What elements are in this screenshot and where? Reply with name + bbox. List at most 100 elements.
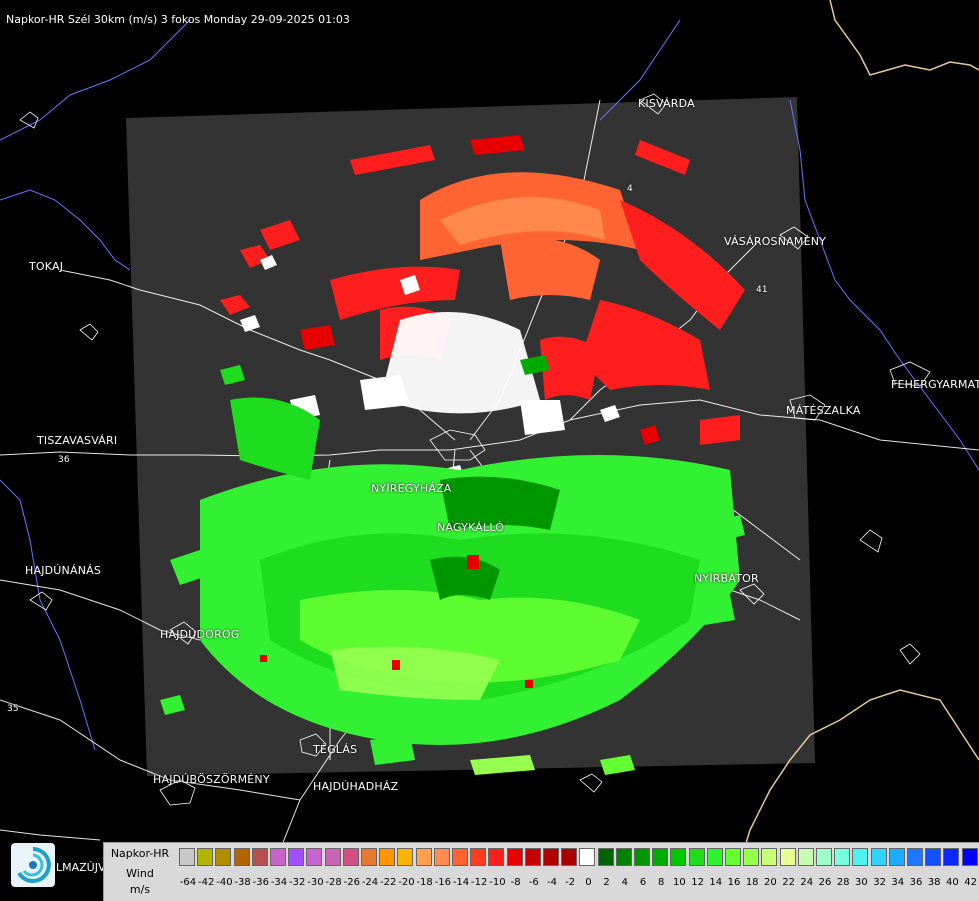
legend-swatch [342, 848, 359, 866]
legend-swatch [561, 848, 578, 866]
legend-swatch [215, 848, 232, 866]
map-title: Napkor-HR Szél 30km (m/s) 3 fokos Monday… [6, 13, 350, 26]
legend-tick-label: -8 [510, 877, 521, 888]
legend-tick-label: -38 [234, 877, 251, 888]
legend-tick-label: 14 [709, 877, 723, 888]
legend-swatch [688, 848, 705, 866]
city-label-nyiregyhaza: NYÍREGYHÁZA [371, 482, 452, 495]
legend-tick-label: 34 [891, 877, 905, 888]
rivers [0, 19, 979, 751]
legend-tick-label: -42 [198, 877, 215, 888]
legend-swatch [852, 848, 869, 866]
city-label-hajdunanas: HAJDÚNÁNÁS [25, 564, 102, 577]
legend-swatch [779, 848, 796, 866]
legend-tick-label: 2 [603, 877, 610, 888]
legend-swatch [543, 848, 559, 866]
legend-tick-label: 0 [585, 877, 592, 888]
legend-swatch [233, 848, 250, 866]
legend-swatch [306, 848, 323, 866]
city-label-tiszavasvari: TISZAVASVÁRI [37, 434, 118, 447]
legend-tick-label: -20 [398, 877, 415, 888]
legend-tick-label: 38 [927, 877, 941, 888]
city-label-kisvarda: KISVÁRDA [638, 97, 695, 110]
legend-swatch [397, 848, 414, 866]
legend-tick-label: 28 [836, 877, 850, 888]
legend-swatch [652, 848, 669, 866]
legend-variable-name: Wind [126, 867, 154, 880]
legend-swatch [361, 848, 377, 866]
legend-unit: m/s [129, 883, 151, 896]
legend-tick-label: 4 [621, 877, 628, 888]
legend-tick-label: -22 [380, 877, 397, 888]
legend-tick-label: -16 [434, 877, 451, 888]
legend-tick-label: -12 [471, 877, 488, 888]
legend-swatch [524, 848, 541, 866]
city-label-mateszalka: MÁTÉSZALKA [786, 404, 861, 417]
legend-tick-label: -30 [307, 877, 324, 888]
legend-swatch [834, 848, 851, 866]
legend-swatch [634, 848, 650, 866]
road-number-label: 35 [7, 704, 19, 714]
legend-swatch [288, 848, 305, 866]
city-label-vasarosnameny: VÁSÁROSNAMÉNY [724, 235, 827, 248]
legend-tick-label: -40 [216, 877, 233, 888]
road-number-label: 41 [756, 285, 768, 295]
legend-swatch [725, 848, 741, 866]
legend-tick-label: 18 [745, 877, 759, 888]
legend-swatch [270, 848, 286, 866]
city-label-hajduhadhaz: HAJDÚHADHÁZ [313, 780, 399, 793]
legend-swatch [961, 848, 978, 866]
legend-tick-label: -4 [547, 877, 557, 888]
legend-swatch [943, 848, 960, 866]
city-label-nyirbator: NYÍRBÁTOR [694, 572, 759, 585]
legend-tick-label: 10 [673, 877, 686, 888]
legend-tick-label: 42 [964, 877, 977, 888]
legend-swatch [579, 848, 596, 866]
legend-swatch [870, 848, 887, 866]
legend-tick-label: -14 [452, 877, 470, 888]
legend-tick-label: -6 [528, 877, 539, 888]
legend-swatch [197, 848, 214, 866]
city-label-tokaj: TOKAJ [29, 260, 64, 273]
legend-tick-label: -24 [361, 877, 379, 888]
radar-echoes-red [220, 135, 745, 445]
legend-swatch [706, 848, 723, 866]
legend-swatch [615, 848, 632, 866]
legend-tick-label: -64 [179, 877, 197, 888]
country-border [737, 0, 979, 871]
legend-swatch [452, 848, 468, 866]
legend-tick-label: -10 [489, 877, 506, 888]
color-legend: Napkor-HR Wind m/s -64 -42 -40 -38 -36 -34 -32… [103, 842, 979, 901]
legend-tick-label: 16 [727, 877, 741, 888]
legend-tick-label: 40 [946, 877, 959, 888]
legend-tick-label: 32 [873, 877, 886, 888]
legend-swatch [506, 848, 523, 866]
legend-swatch [179, 848, 195, 866]
legend-swatch [470, 848, 487, 866]
radar-echoes-spots [260, 555, 533, 688]
legend-swatch [743, 848, 760, 866]
radar-echoes-green [160, 355, 745, 775]
legend-swatch [488, 848, 505, 866]
city-label-nagykallo: NAGYKÁLLÓ [437, 521, 505, 534]
napkor-logo-icon [11, 843, 55, 887]
legend-swatch [415, 848, 432, 866]
city-label-hajdudorog: HAJDÚDOROG [160, 628, 240, 641]
legend-swatch [816, 848, 832, 866]
legend-swatch [597, 848, 614, 866]
legend-tick-label: -36 [252, 877, 269, 888]
legend-swatch [379, 848, 396, 866]
legend-tick-label: 22 [782, 877, 795, 888]
legend-tick-label: -2 [565, 877, 576, 888]
road-number-label: 4 [627, 184, 633, 194]
city-label-teglas: TÉGLÁS [313, 743, 358, 756]
legend-tick-label: -34 [270, 877, 288, 888]
road-number-label: 36 [58, 455, 70, 465]
legend-tick-label: 24 [800, 877, 814, 888]
legend-swatch [670, 848, 687, 866]
city-label-hajduboszormeny: HAJDÚBÖSZÖRMÉNY [153, 773, 270, 786]
legend-swatch [888, 848, 905, 866]
legend-swatch [925, 848, 942, 866]
legend-product-name: Napkor-HR [110, 847, 170, 860]
